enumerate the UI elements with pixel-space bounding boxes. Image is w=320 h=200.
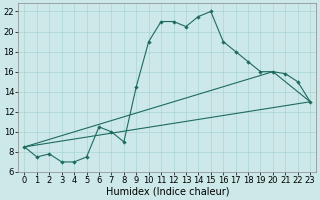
X-axis label: Humidex (Indice chaleur): Humidex (Indice chaleur) [106, 187, 229, 197]
